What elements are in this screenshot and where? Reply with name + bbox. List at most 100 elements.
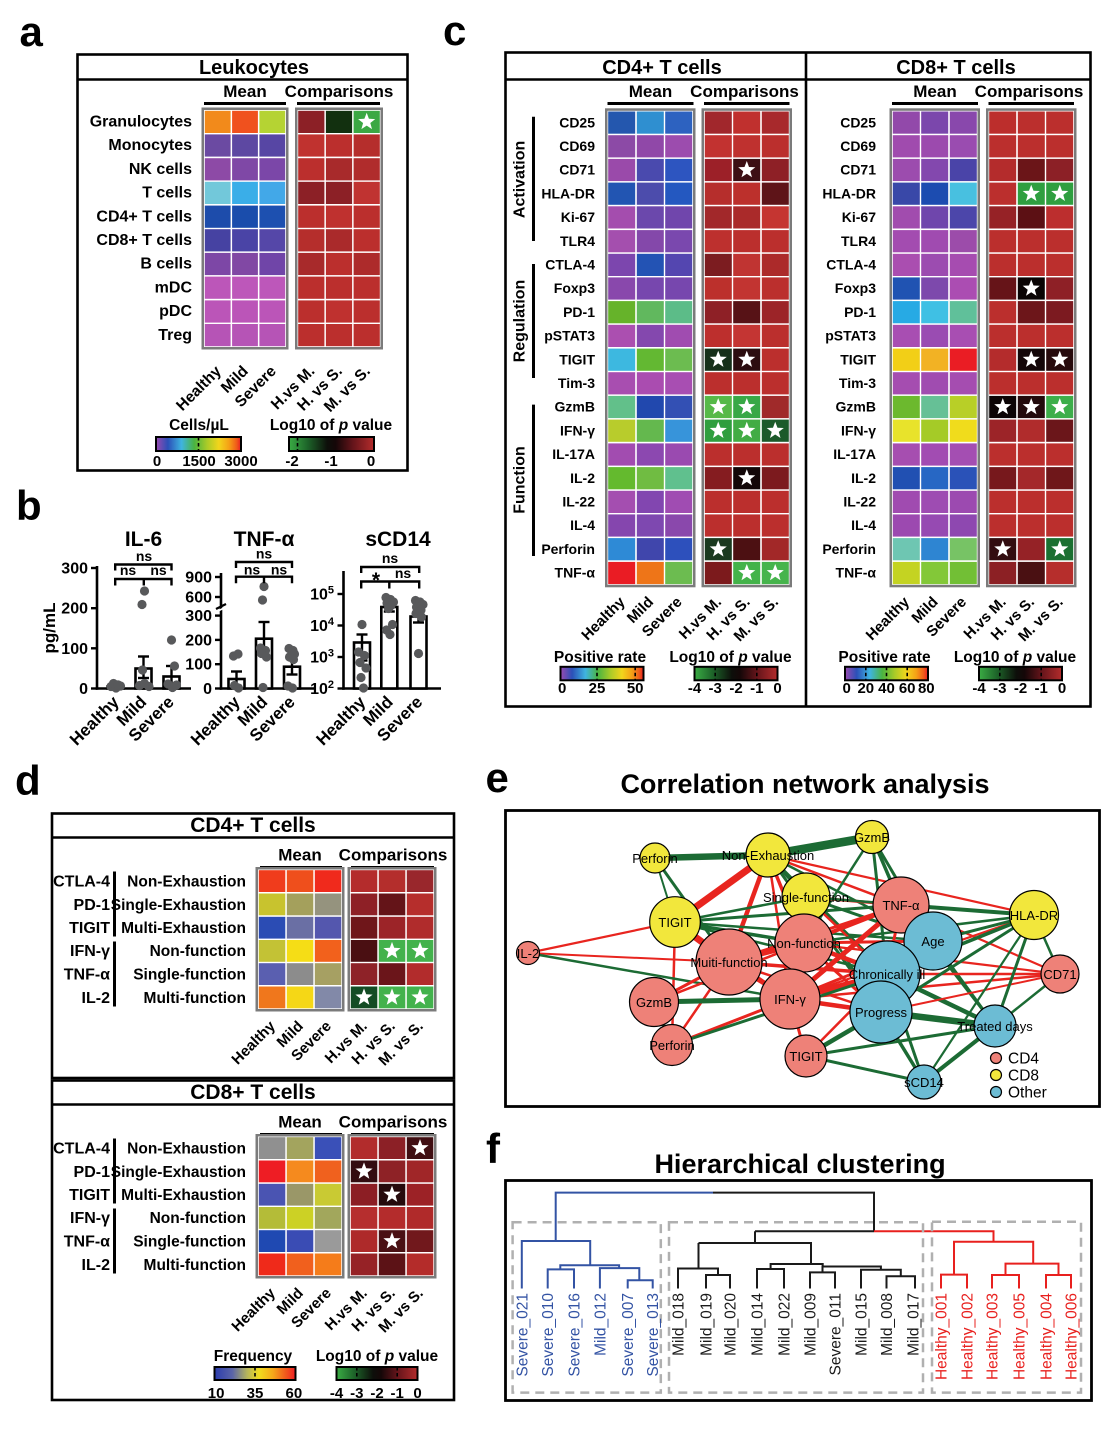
svg-text:CD8+ T cells: CD8+ T cells — [190, 1081, 315, 1104]
svg-text:200: 200 — [61, 601, 88, 618]
svg-text:Activation: Activation — [512, 141, 529, 218]
svg-text:Mild_018: Mild_018 — [671, 1293, 688, 1356]
svg-text:IFN-γ: IFN-γ — [560, 422, 595, 438]
svg-text:0: 0 — [79, 681, 88, 698]
svg-text:100: 100 — [61, 641, 88, 658]
svg-text:Mild_012: Mild_012 — [592, 1293, 609, 1356]
svg-text:Healthy: Healthy — [863, 593, 914, 644]
svg-text:80: 80 — [918, 680, 935, 697]
svg-text:105: 105 — [310, 585, 334, 604]
svg-text:CTLA-4: CTLA-4 — [545, 257, 595, 273]
svg-text:IFN-γ: IFN-γ — [841, 422, 876, 438]
svg-text:200: 200 — [185, 632, 212, 649]
svg-text:Non-Exhaustion: Non-Exhaustion — [127, 874, 246, 891]
svg-text:Healthy_006: Healthy_006 — [1064, 1293, 1081, 1380]
svg-text:HLA-DR: HLA-DR — [822, 185, 876, 201]
svg-text:CD4+ T cells: CD4+ T cells — [190, 814, 315, 837]
svg-text:Non-Exhaustion: Non-Exhaustion — [722, 848, 815, 863]
svg-text:Treated days: Treated days — [957, 1019, 1033, 1034]
svg-text:Severe_007: Severe_007 — [620, 1293, 637, 1377]
svg-text:Healthy: Healthy — [173, 363, 225, 415]
svg-text:Ki-67: Ki-67 — [561, 209, 595, 225]
svg-text:60: 60 — [286, 1385, 303, 1402]
svg-text:IL-22: IL-22 — [562, 494, 595, 510]
svg-text:20: 20 — [857, 680, 874, 697]
svg-text:0: 0 — [153, 453, 161, 470]
svg-text:GzmB: GzmB — [854, 830, 890, 845]
svg-text:CD8+ T cells: CD8+ T cells — [96, 232, 192, 249]
svg-text:CTLA-4: CTLA-4 — [53, 1141, 110, 1158]
svg-text:CD69: CD69 — [559, 138, 595, 154]
svg-text:-4: -4 — [330, 1385, 344, 1402]
svg-text:-1: -1 — [324, 453, 337, 470]
svg-text:ns: ns — [136, 548, 153, 564]
svg-text:sCD14: sCD14 — [365, 528, 431, 551]
svg-text:Single-Exhaustion: Single-Exhaustion — [111, 1164, 246, 1181]
svg-text:-3: -3 — [993, 680, 1006, 697]
svg-text:IL-4: IL-4 — [851, 517, 876, 533]
svg-text:IL-2: IL-2 — [82, 990, 111, 1007]
svg-text:Positive rate: Positive rate — [554, 649, 647, 666]
svg-text:900: 900 — [185, 570, 212, 587]
svg-text:sCD14: sCD14 — [904, 1075, 944, 1090]
svg-text:Age: Age — [921, 934, 944, 949]
svg-text:Frequency: Frequency — [214, 1348, 293, 1365]
svg-text:300: 300 — [185, 608, 212, 625]
svg-text:1500: 1500 — [182, 453, 215, 470]
svg-text:TLR4: TLR4 — [560, 233, 595, 249]
svg-text:Mild_015: Mild_015 — [854, 1293, 871, 1356]
svg-text:pSTAT3: pSTAT3 — [544, 328, 595, 344]
svg-text:IFN-γ: IFN-γ — [774, 992, 806, 1007]
svg-text:CD69: CD69 — [840, 138, 876, 154]
svg-text:Healthy_001: Healthy_001 — [934, 1293, 951, 1380]
svg-text:Tim-3: Tim-3 — [839, 375, 876, 391]
svg-text:Leukocytes: Leukocytes — [199, 57, 309, 79]
svg-text:Perforin: Perforin — [649, 1038, 695, 1053]
svg-text:HLA-DR: HLA-DR — [541, 185, 595, 201]
svg-text:Foxp3: Foxp3 — [554, 280, 595, 296]
svg-text:CD4+ T cells: CD4+ T cells — [602, 57, 722, 79]
svg-text:Multi-Exhaustion: Multi-Exhaustion — [121, 1187, 246, 1204]
svg-text:3000: 3000 — [224, 453, 257, 470]
svg-text:GzmB: GzmB — [555, 399, 595, 415]
svg-text:Comparisons: Comparisons — [975, 82, 1084, 101]
svg-text:IL-17A: IL-17A — [552, 446, 595, 462]
svg-text:Log10 of p value: Log10 of p value — [954, 649, 1077, 666]
svg-text:ns: ns — [395, 565, 412, 581]
svg-text:CD25: CD25 — [559, 114, 595, 130]
svg-text:10: 10 — [208, 1385, 225, 1402]
svg-text:Correlation network analysis: Correlation network analysis — [620, 769, 989, 799]
svg-text:300: 300 — [61, 561, 88, 578]
svg-text:Ki-67: Ki-67 — [842, 209, 876, 225]
svg-text:CTLA-4: CTLA-4 — [53, 874, 110, 891]
svg-text:ns: ns — [382, 550, 399, 566]
svg-text:-3: -3 — [709, 680, 722, 697]
svg-text:Mild_020: Mild_020 — [723, 1293, 740, 1356]
svg-text:TNF-α: TNF-α — [882, 898, 920, 913]
svg-text:-2: -2 — [285, 453, 298, 470]
svg-text:Mean: Mean — [223, 82, 266, 101]
svg-text:Progress: Progress — [855, 1005, 908, 1020]
svg-text:100: 100 — [185, 657, 212, 674]
svg-text:IL-22: IL-22 — [843, 494, 876, 510]
svg-text:Other: Other — [1008, 1085, 1047, 1102]
svg-text:CD4: CD4 — [1008, 1051, 1039, 1068]
svg-text:CD25: CD25 — [840, 114, 876, 130]
svg-text:Positive rate: Positive rate — [838, 649, 931, 666]
svg-text:Foxp3: Foxp3 — [835, 280, 876, 296]
svg-text:IFN-γ: IFN-γ — [70, 1210, 110, 1227]
svg-text:-1: -1 — [391, 1385, 404, 1402]
svg-text:Perforin: Perforin — [632, 851, 678, 866]
svg-text:Healthy: Healthy — [578, 593, 629, 644]
svg-text:GzmB: GzmB — [636, 995, 672, 1010]
svg-text:Healthy_005: Healthy_005 — [1012, 1293, 1029, 1380]
svg-text:TIGIT: TIGIT — [69, 920, 110, 937]
svg-text:Muiti-function: Muiti-function — [690, 955, 767, 970]
svg-text:Severe_016: Severe_016 — [567, 1293, 584, 1377]
svg-text:pSTAT3: pSTAT3 — [825, 328, 876, 344]
svg-text:Tim-3: Tim-3 — [558, 375, 595, 391]
svg-text:Mean: Mean — [913, 82, 956, 101]
svg-text:Healthy: Healthy — [66, 692, 123, 749]
svg-text:Granulocytes: Granulocytes — [90, 114, 192, 131]
svg-text:0: 0 — [413, 1385, 421, 1402]
